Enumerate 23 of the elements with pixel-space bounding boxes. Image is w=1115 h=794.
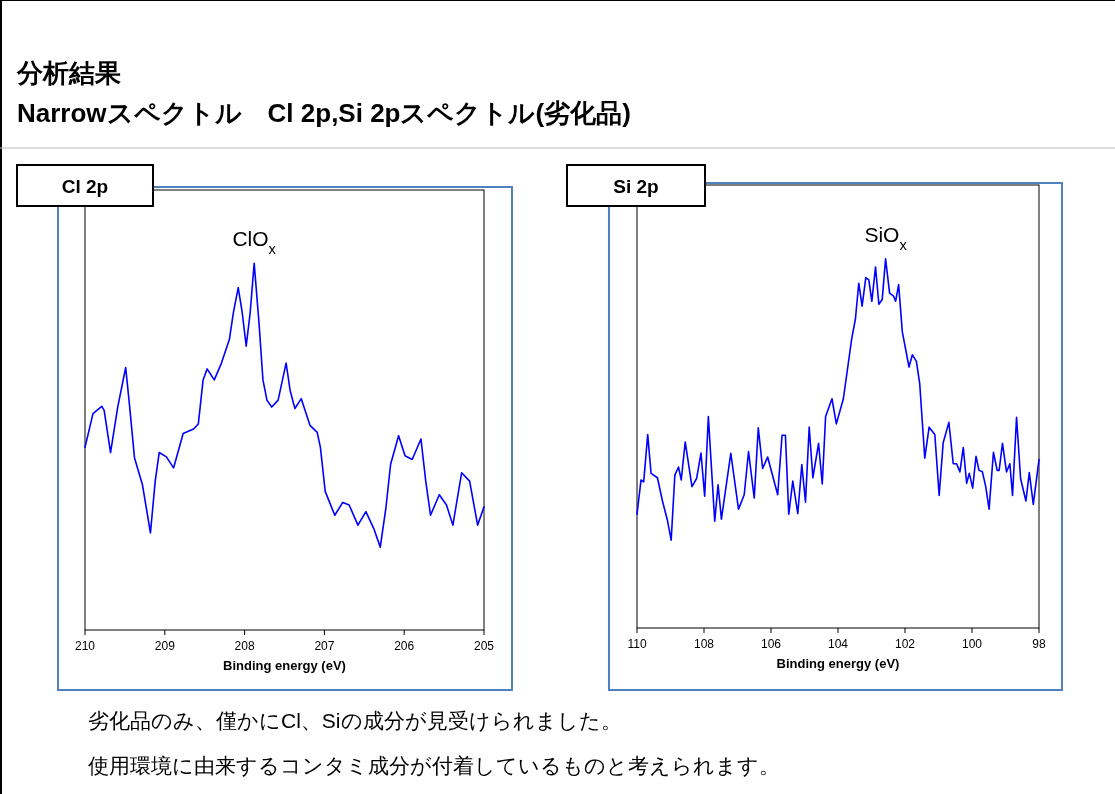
chart-title: Cl 2p [61,176,109,197]
x-tick-label: 210 [74,639,96,653]
x-tick-label: 209 [154,639,176,653]
text: 分析結果 [16,58,121,88]
chart-title: Si 2p [613,176,659,197]
x-tick-label: 100 [961,637,983,651]
text: ClO$_{x}$ [232,227,277,258]
x-tick-label: 205 [473,639,495,653]
text: 使用環境に由来するコンタミ成分が付着しているものと考えられます。 [88,754,780,777]
x-tick-label: 206 [394,639,415,653]
x-axis-title: Binding energy (eV) [776,656,900,671]
x-tick-label: 102 [894,637,916,651]
text: SiO$_{x}$ [864,222,908,253]
x-tick-label: 106 [760,637,782,651]
x-tick-label: 104 [827,637,849,651]
x-tick-label: 208 [234,639,255,653]
x-tick-label: 207 [314,639,335,653]
text: Narrowスペクトル Cl 2p,Si 2pスペクトル(劣化品) [17,98,631,128]
text: 劣化品のみ、僅かにCl、Siの成分が見受けられました。 [88,709,622,732]
x-tick-label: 110 [627,637,647,651]
x-axis-title: Binding energy (eV) [223,658,346,673]
x-tick-label: 98 [1032,637,1046,651]
x-tick-label: 108 [693,637,715,651]
